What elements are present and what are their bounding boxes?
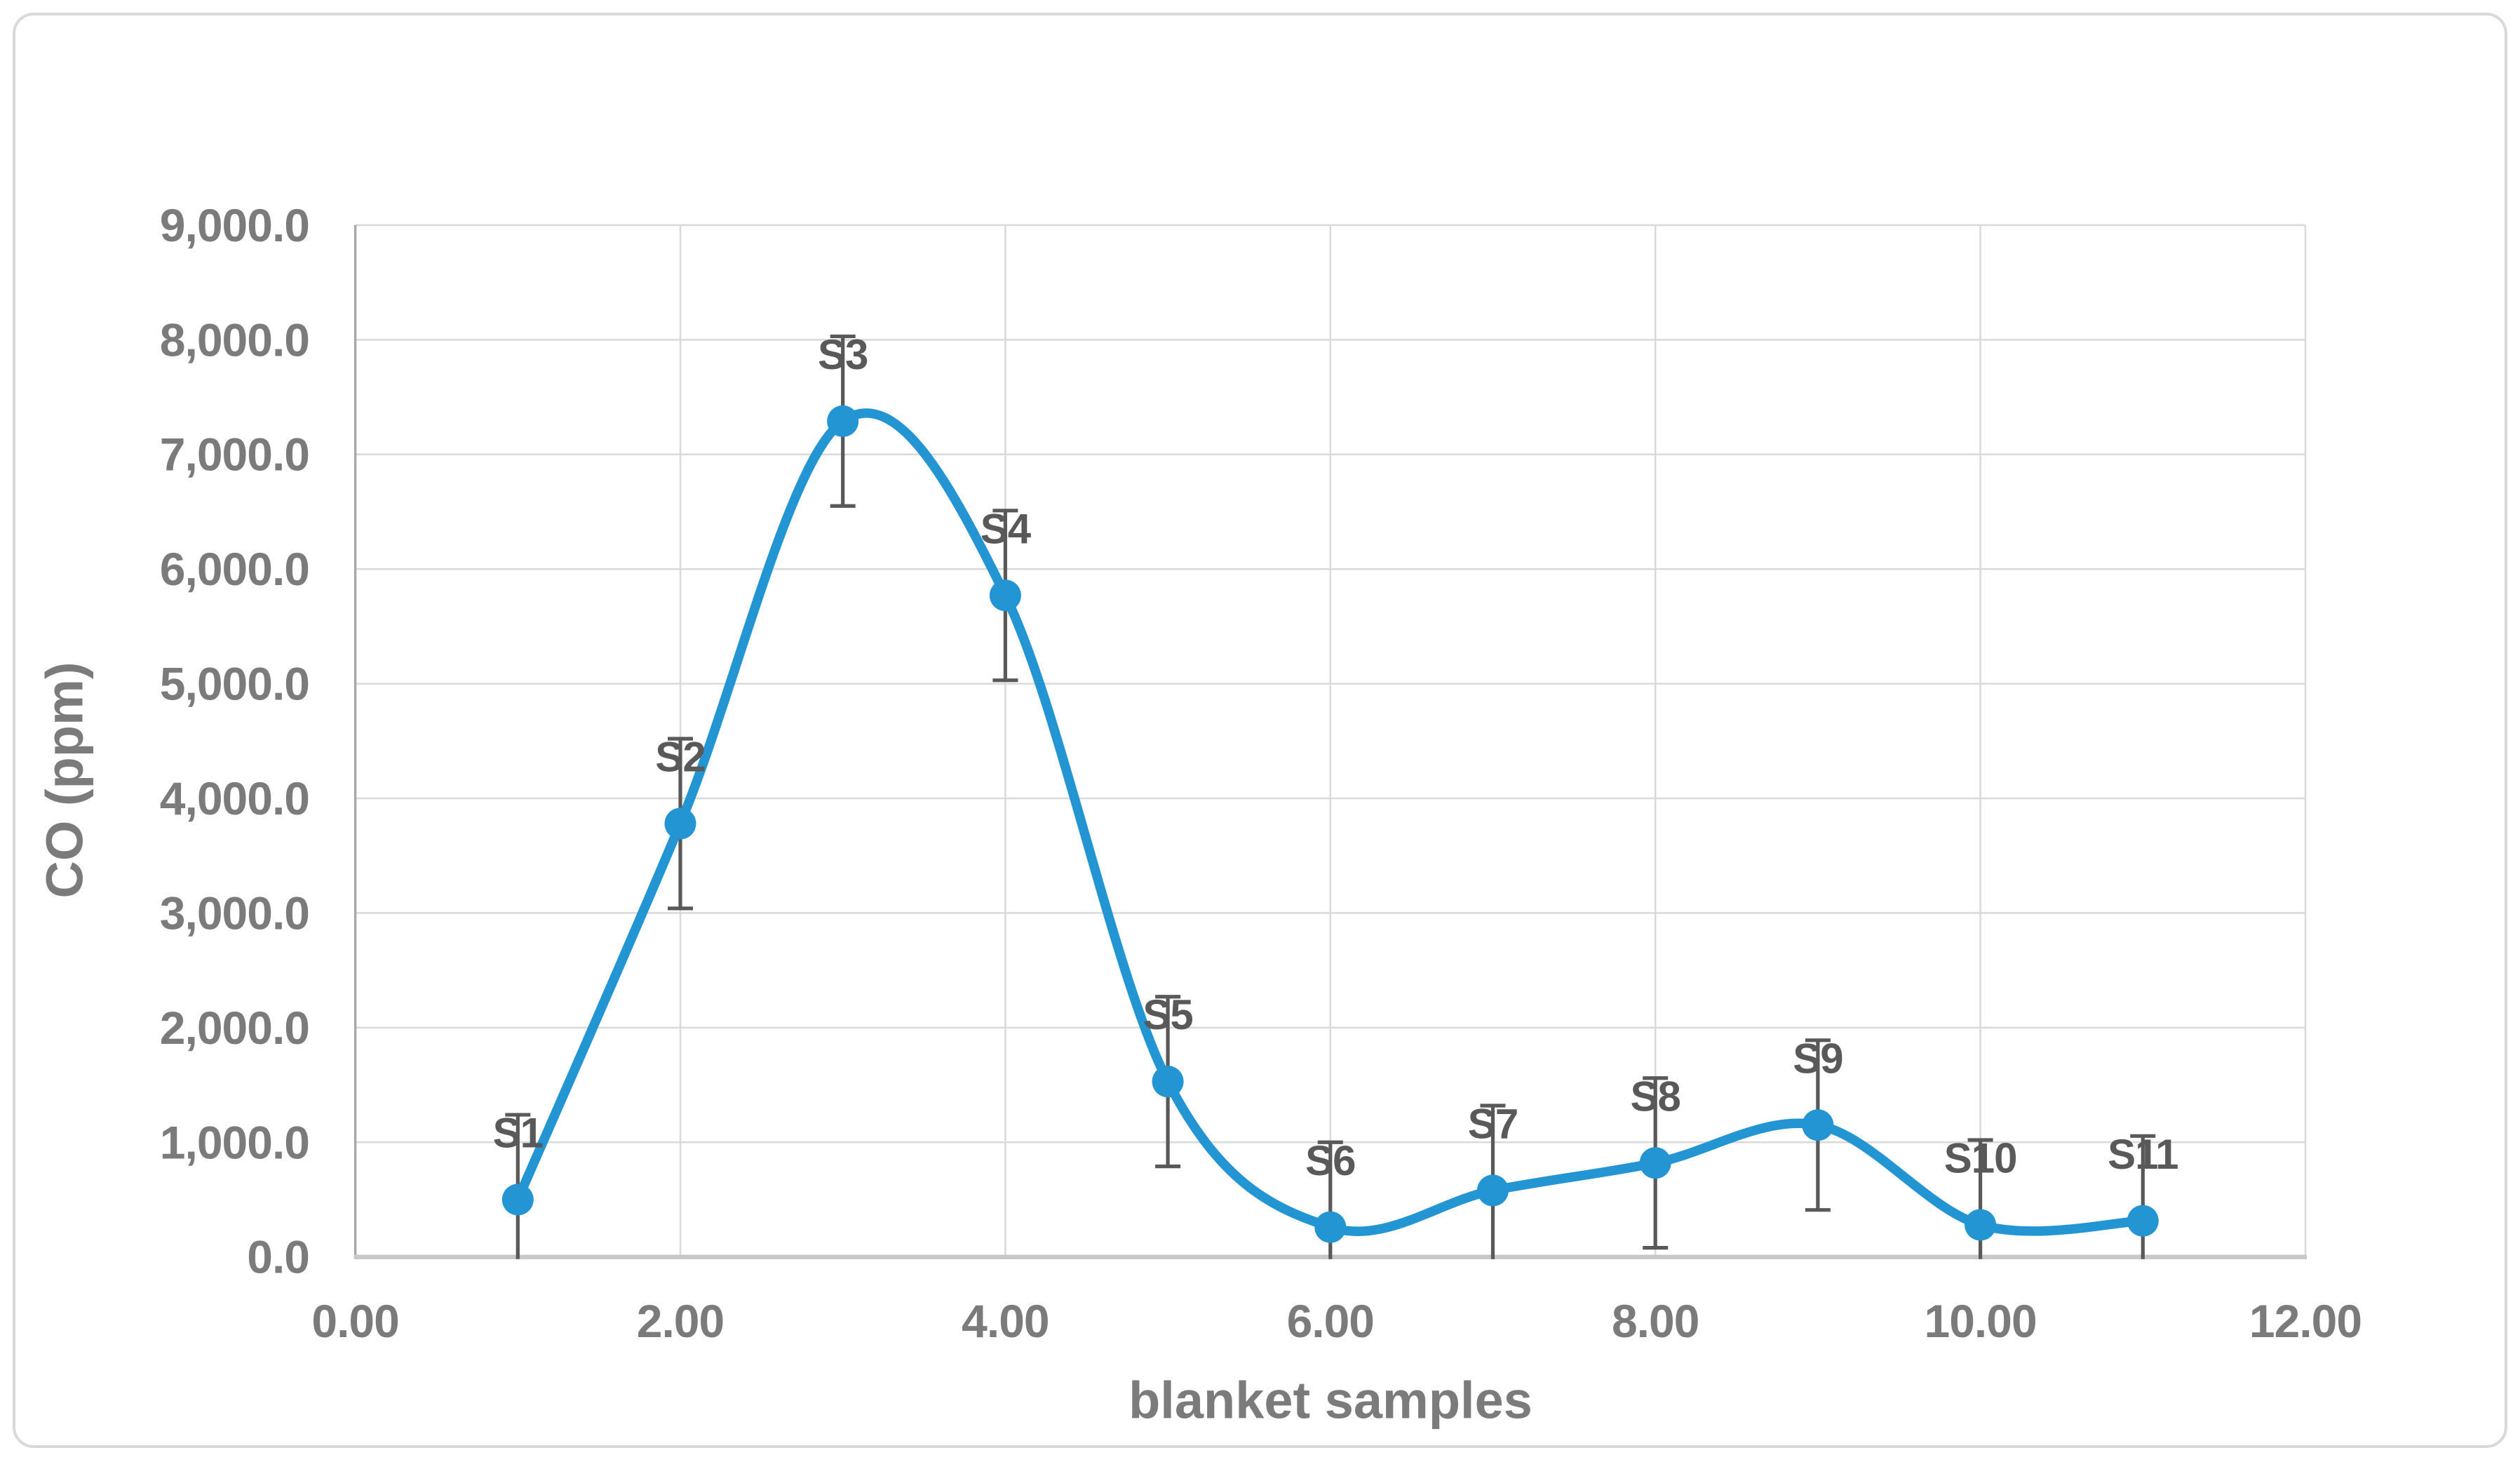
x-tick-label: 6.00	[1287, 1295, 1374, 1347]
y-tick-label: 7,000.0	[160, 429, 309, 481]
y-tick-label: 2,000.0	[160, 1002, 309, 1054]
error-bar	[2130, 1134, 2156, 1259]
x-tick-label: 2.00	[637, 1295, 724, 1347]
y-tick-label: 5,000.0	[160, 658, 309, 710]
data-point-marker	[1802, 1109, 1834, 1141]
data-point-marker	[989, 579, 1021, 612]
data-point-marker	[1477, 1174, 1509, 1207]
x-tick-label: 4.00	[962, 1295, 1049, 1347]
error-bar	[1967, 1138, 1993, 1259]
y-tick-label: 0.0	[247, 1231, 309, 1283]
data-point-label: S3	[818, 331, 868, 378]
data-point-marker	[501, 1183, 534, 1216]
x-tick-label: 12.00	[2249, 1295, 2361, 1347]
data-point-label: S11	[2108, 1131, 2178, 1178]
data-point-marker	[1965, 1209, 1997, 1241]
data-point-label: S1	[493, 1110, 543, 1157]
data-point-label: S10	[1944, 1135, 2017, 1182]
data-point-marker	[1639, 1147, 1671, 1179]
x-tick-label: 0.00	[311, 1295, 398, 1347]
data-point-marker	[827, 405, 859, 437]
y-tick-label: 6,000.0	[160, 543, 309, 595]
y-axis-title: CO (ppm)	[36, 662, 94, 898]
y-tick-label: 3,000.0	[160, 887, 309, 939]
data-point-marker	[1314, 1211, 1347, 1243]
data-point-marker	[1152, 1066, 1184, 1098]
error-bar	[1317, 1140, 1343, 1259]
x-tick-label: 8.00	[1612, 1295, 1699, 1347]
chart-frame	[13, 13, 2507, 1448]
data-point-label: S7	[1468, 1100, 1518, 1147]
x-axis-title: blanket samples	[1128, 1372, 1532, 1430]
y-tick-label: 4,000.0	[160, 772, 309, 824]
data-point-marker	[664, 807, 696, 840]
data-point-marker	[2127, 1205, 2159, 1237]
y-tick-label: 1,000.0	[160, 1116, 309, 1168]
y-tick-label: 8,000.0	[160, 314, 309, 366]
error-bars-layer	[505, 334, 2156, 1259]
x-tick-label: 10.00	[1925, 1295, 2037, 1347]
data-point-label: S2	[655, 734, 705, 781]
data-point-label: S9	[1793, 1035, 1842, 1082]
series-layer	[501, 405, 2159, 1243]
data-point-label: S5	[1143, 991, 1192, 1038]
y-tick-label: 9,000.0	[160, 199, 309, 251]
data-point-label: S8	[1631, 1073, 1680, 1120]
data-point-label: S6	[1305, 1137, 1355, 1184]
data-point-label: S4	[981, 505, 1032, 552]
